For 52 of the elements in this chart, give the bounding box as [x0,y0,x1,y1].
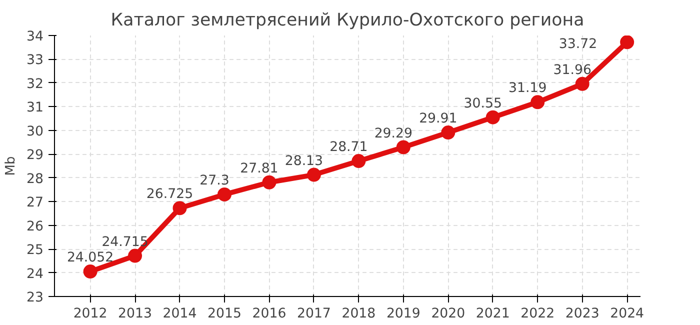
y-tick-label: 34 [26,30,44,44]
y-tick-label: 32 [26,76,44,92]
y-tick-label: 29 [26,148,44,164]
point [486,110,500,124]
x-tick-label: 2012 [73,306,108,322]
data-label: 26.725 [146,187,194,202]
x-tick-label: 2018 [342,306,376,322]
y-tick-label: 27 [26,196,44,211]
point [128,248,142,263]
point [620,36,634,50]
x-tick-label: 2017 [296,306,331,322]
x-tick-label: 2013 [118,306,152,322]
data-label: 28.71 [330,140,368,156]
point [575,76,590,91]
y-tick-label: 30 [26,124,44,140]
y-tick-label: 33 [26,53,44,68]
y-tick-label: 23 [26,290,44,306]
x-tick-label: 2015 [208,306,242,322]
y-axis-title: Mb [4,156,19,176]
data-label: 31.19 [508,81,547,96]
point [352,154,366,168]
data-label: 27.3 [200,173,230,188]
data-label: 29.91 [419,112,458,127]
point [217,187,232,202]
x-tick-label: 2019 [386,306,420,322]
data-label: 30.55 [464,96,502,112]
x-tick-label: 2014 [162,306,197,322]
data-label: 27.81 [240,161,278,176]
y-tick-label: 25 [26,243,44,258]
data-label: 33.72 [558,37,598,52]
point [262,175,276,190]
point [306,168,321,182]
y-tick-label: 28 [26,172,44,187]
point [172,201,187,216]
data-label: 24.052 [66,250,114,266]
y-tick-label: 26 [26,219,44,234]
x-tick-label: 2022 [520,306,555,322]
point [441,126,456,140]
y-tick-label: 31 [26,100,44,116]
point [530,95,545,110]
y-tick-label: 24 [26,266,44,282]
point [83,264,98,279]
x-tick-label: 2020 [431,306,466,322]
data-label: 28.13 [284,154,324,169]
data-label: 31.96 [553,62,592,78]
x-tick-label: 2021 [476,306,510,322]
chart-title: Каталог землетрясений Курило-Охотского региона [110,10,584,30]
point [396,140,410,154]
data-label: 29.29 [374,126,412,142]
x-tick-label: 2023 [565,306,600,322]
x-tick-label: 2016 [252,306,286,322]
x-tick-label: 2024 [610,306,644,322]
